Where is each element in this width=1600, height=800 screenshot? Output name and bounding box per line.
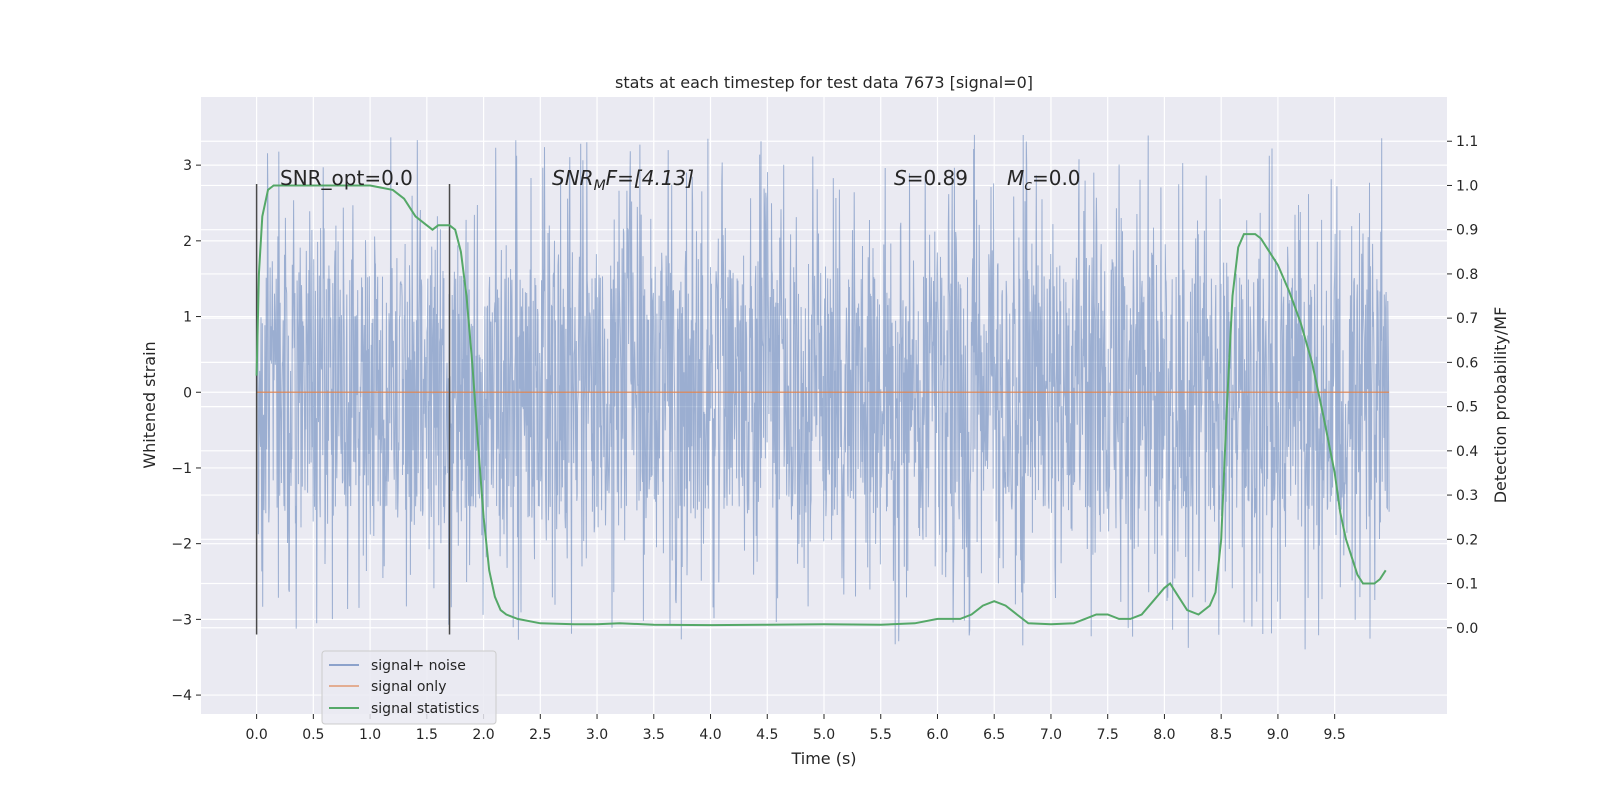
- y-left-tick-label: −3: [171, 612, 192, 628]
- y-axis-right-label: Detection probability/MF: [1491, 307, 1510, 504]
- legend-label-signal-noise: signal+ noise: [371, 658, 466, 674]
- x-tick-label: 0.5: [302, 727, 324, 743]
- x-tick-label: 7.5: [1097, 727, 1119, 743]
- y-left-tick-label: −2: [171, 537, 192, 553]
- series-signal-statistics: [255, 184, 1387, 627]
- x-tick-label: 3.5: [643, 727, 665, 743]
- annotation-snr-opt: SNR_opt=0.0: [280, 166, 413, 190]
- annotation-mc: Mc=0.0: [1007, 166, 1081, 194]
- annotation-snr-mf-sub: M: [594, 178, 606, 194]
- annotation-mc-sub: c: [1024, 178, 1032, 194]
- y-right-tick-label: 1.1: [1456, 134, 1478, 150]
- x-tick-label: 0.0: [245, 727, 267, 743]
- y-left-tick-label: 0: [183, 385, 192, 401]
- x-tick-label: 1.5: [416, 727, 438, 743]
- x-tick-label: 4.0: [699, 727, 721, 743]
- y-right-tick-label: 0.2: [1456, 532, 1478, 548]
- x-tick-label: 8.0: [1153, 727, 1175, 743]
- y-left-tick-label: −4: [171, 688, 192, 704]
- legend-label-signal-only: signal only: [371, 679, 446, 695]
- chart-title: stats at each timestep for test data 767…: [615, 73, 1033, 92]
- x-axis-ticks: 0.0 0.5 1.0 1.5 2.0 2.5 3.0 3.5 4.0 4.5 5.0 5.5 6.0 6…: [245, 714, 1346, 743]
- series-signal-noise: [256, 134, 1390, 650]
- y-right-tick-label: 0.8: [1456, 267, 1478, 283]
- x-tick-label: 7.0: [1040, 727, 1062, 743]
- y-right-tick-label: 1.0: [1456, 178, 1478, 194]
- annotation-snr-mf: SNRMF=[4.13]: [552, 166, 694, 194]
- x-tick-label: 1.0: [359, 727, 381, 743]
- x-tick-label: 2.5: [529, 727, 551, 743]
- annotation-s-rest: =0.89: [907, 166, 968, 190]
- legend: signal+ noise signal only signal statist…: [321, 650, 497, 725]
- x-tick-label: 6.5: [983, 727, 1005, 743]
- y-left-tick-label: 1: [183, 310, 192, 326]
- x-axis-label: Time (s): [790, 749, 856, 768]
- y-right-tick-label: 0.4: [1456, 444, 1478, 460]
- annotation-snr-mf-main: SNR: [552, 166, 594, 190]
- y-axis-left-label: Whitened strain: [140, 341, 159, 468]
- x-tick-label: 9.0: [1267, 727, 1289, 743]
- legend-box: [321, 650, 497, 725]
- x-tick-label: 2.0: [472, 727, 494, 743]
- x-tick-label: 3.0: [586, 727, 608, 743]
- y-right-tick-label: 0.3: [1456, 488, 1478, 504]
- annotation-mc-rest: =0.0: [1032, 166, 1081, 190]
- x-tick-label: 8.5: [1210, 727, 1232, 743]
- x-tick-label: 6.0: [926, 727, 948, 743]
- y-left-tick-label: 3: [183, 158, 192, 174]
- annotation-s-main: S: [894, 166, 907, 190]
- plot-content: [255, 134, 1390, 650]
- x-tick-label: 5.5: [870, 727, 892, 743]
- y-right-tick-label: 0.0: [1456, 621, 1478, 637]
- annotation-snr-mf-rest: F=[4.13]: [606, 166, 694, 190]
- y-right-tick-label: 0.7: [1456, 311, 1478, 327]
- x-tick-label: 9.5: [1324, 727, 1346, 743]
- y-axis-right-ticks: 0.0 0.1 0.2 0.3 0.4 0.5 0.6 0.7 0.8 0.9 1.0 1.1: [1447, 134, 1478, 637]
- y-axis-left-ticks: −4 −3 −2 −1 0 1 2 3: [171, 158, 201, 704]
- y-right-tick-label: 0.5: [1456, 400, 1478, 416]
- y-right-tick-label: 0.9: [1456, 223, 1478, 239]
- annotations: SNR_opt=0.0 SNRMF=[4.13] S=0.89 Mc=0.0: [280, 166, 1081, 194]
- y-right-tick-label: 0.6: [1456, 355, 1478, 371]
- annotation-s: S=0.89: [894, 166, 968, 190]
- x-tick-label: 5.0: [813, 727, 835, 743]
- y-right-tick-label: 0.1: [1456, 577, 1478, 593]
- legend-label-signal-statistics: signal statistics: [371, 701, 479, 717]
- y-left-tick-label: −1: [171, 461, 192, 477]
- y-left-tick-label: 2: [183, 234, 192, 250]
- x-tick-label: 4.5: [756, 727, 778, 743]
- annotation-mc-main: M: [1007, 166, 1024, 190]
